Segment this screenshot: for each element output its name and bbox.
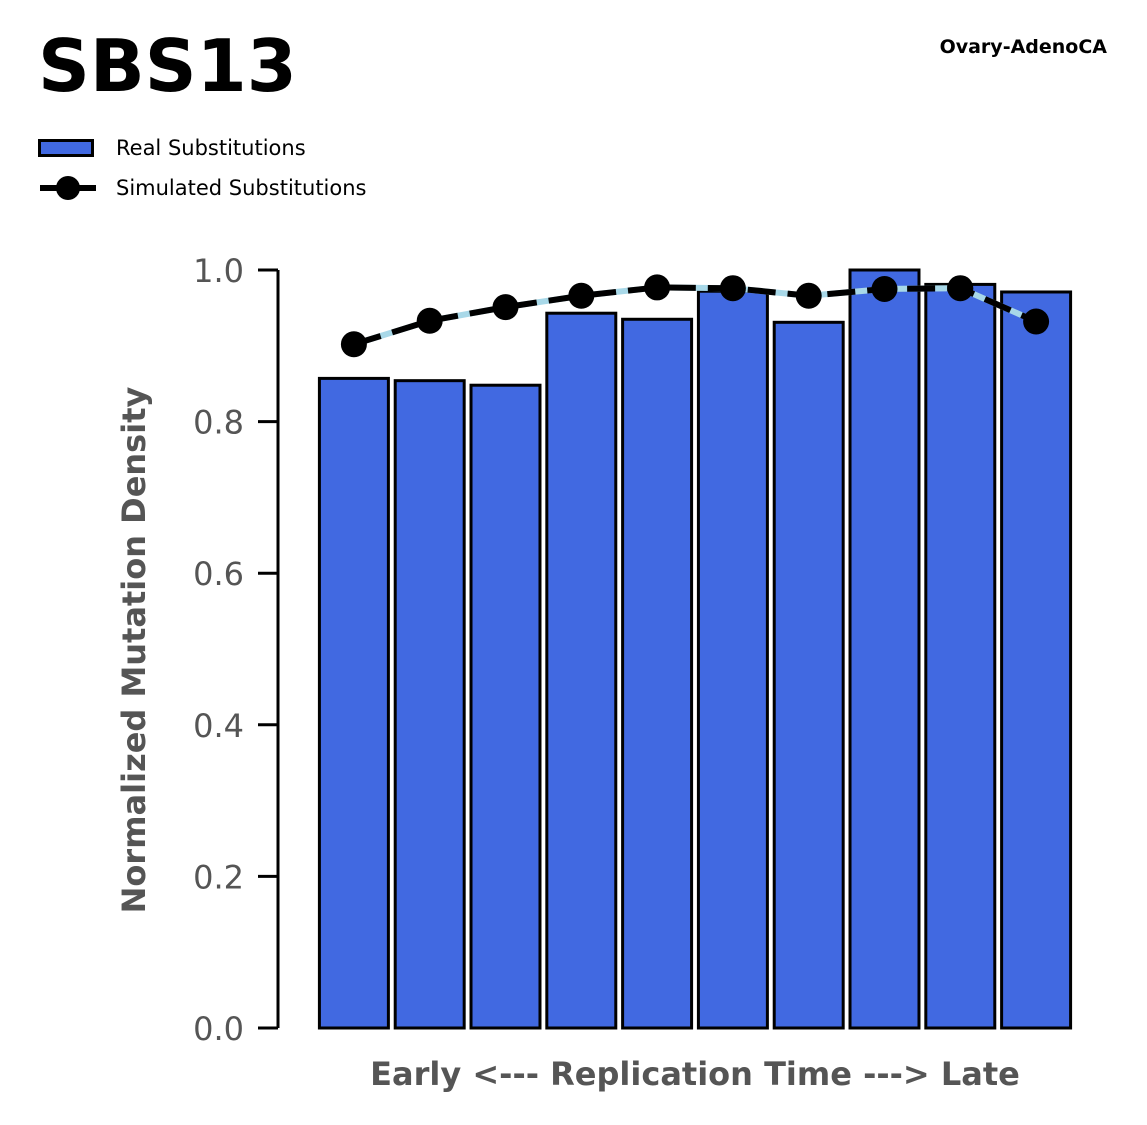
y-tick-label: 1.0 (193, 252, 244, 290)
legend-label-real: Real Substitutions (116, 136, 306, 160)
simulated-line-layer (340, 274, 1050, 358)
simulated-point-7 (795, 282, 822, 309)
simulated-point-4 (568, 282, 595, 309)
y-tick-label: 0.8 (193, 404, 244, 442)
bar-real-4 (545, 311, 618, 1030)
chart-title: SBS13 (38, 24, 297, 108)
simulated-point-2 (416, 307, 443, 334)
y-axis-label: Normalized Mutation Density (115, 387, 153, 914)
bar-real-10 (1000, 290, 1073, 1030)
legend-label-simulated: Simulated Substitutions (116, 176, 367, 200)
y-tick-label: 0.4 (193, 707, 244, 745)
bars-layer (317, 268, 1073, 1030)
bar-real-2 (393, 379, 466, 1030)
bar-real-9 (924, 282, 997, 1030)
legend: Real Substitutions Simulated Substitutio… (38, 128, 366, 208)
cancer-type-label: Ovary-AdenoCA (939, 36, 1107, 58)
legend-item-real: Real Substitutions (38, 128, 366, 168)
simulated-point-9 (947, 275, 974, 302)
x-axis-label: Early <--- Replication Time ---> Late (370, 1055, 1020, 1093)
bar-real-6 (696, 289, 769, 1030)
legend-item-simulated: Simulated Substitutions (38, 168, 366, 208)
legend-line-marker (40, 176, 96, 200)
simulated-point-10 (1023, 308, 1050, 335)
simulated-point-6 (719, 275, 746, 302)
bar-real-3 (469, 383, 542, 1030)
simulated-point-3 (492, 294, 519, 321)
y-tick-label: 0.2 (193, 858, 244, 896)
simulated-point-8 (871, 275, 898, 302)
bar-real-7 (772, 320, 845, 1030)
simulated-point-1 (340, 331, 367, 358)
simulated-point-5 (644, 274, 671, 301)
bar-real-5 (621, 317, 694, 1030)
legend-bar-swatch (38, 139, 94, 157)
y-tick-label: 0.6 (193, 555, 244, 593)
bar-real-8 (848, 268, 921, 1030)
simulated-line (353, 284, 1038, 348)
y-axis: 0.0 0.2 0.4 0.6 0.8 1.0 (193, 252, 280, 1048)
bar-real-1 (317, 376, 390, 1030)
y-tick-label: 0.0 (193, 1010, 244, 1048)
